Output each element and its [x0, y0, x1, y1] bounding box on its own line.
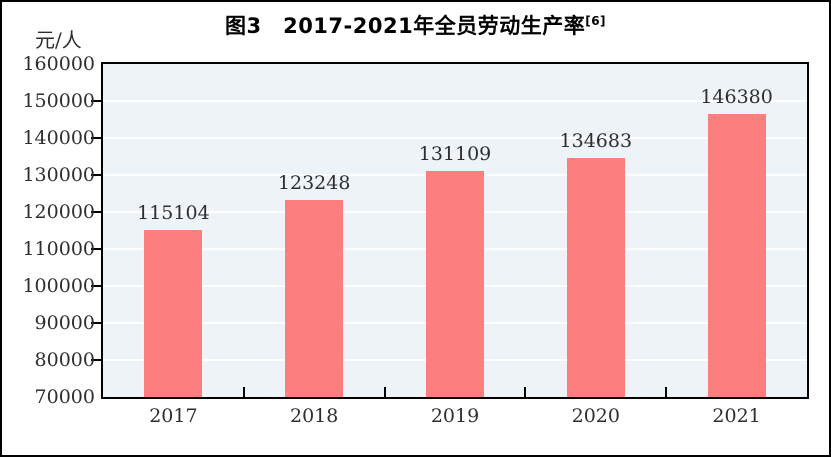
x-axis-category-label: 2018 — [290, 405, 339, 427]
x-axis-tick — [665, 387, 668, 397]
gridline — [103, 100, 807, 102]
y-axis-tick-label: 120000 — [22, 201, 95, 223]
bar-value-label: 115104 — [137, 202, 210, 225]
bar — [707, 114, 766, 397]
y-axis-tick-label: 150000 — [22, 90, 95, 112]
y-axis-tick-label: 140000 — [22, 127, 95, 149]
chart-title: 图3 2017-2021年全员劳动生产率[6] — [2, 10, 829, 40]
y-axis-tick-label: 80000 — [34, 349, 95, 371]
x-axis-tick — [242, 387, 245, 397]
bar — [426, 170, 484, 397]
x-axis-category-label: 2019 — [430, 405, 480, 427]
y-axis-tick — [91, 174, 101, 176]
x-axis-category-label: 2021 — [712, 405, 761, 427]
bar — [144, 230, 203, 397]
plot-area: 115104 123248 131109 134683 146380 — [101, 62, 809, 399]
gridline — [103, 137, 807, 139]
y-axis-tick — [91, 248, 101, 250]
y-axis-tick — [91, 285, 101, 287]
bar-value-label: 146380 — [700, 86, 773, 109]
y-axis-tick-label: 70000 — [34, 386, 95, 408]
bar — [566, 157, 625, 397]
chart-title-text: 图3 2017-2021年全员劳动生产率 — [224, 14, 586, 38]
bar-value-label: 131109 — [418, 142, 492, 165]
bar-value-label: 123248 — [277, 171, 351, 194]
y-axis-tick — [91, 100, 101, 102]
y-axis-tick — [91, 322, 101, 324]
y-axis-tick-label: 100000 — [22, 275, 95, 297]
y-axis-tick-label: 110000 — [22, 238, 95, 260]
y-axis-tick — [91, 137, 101, 139]
bar-value-label: 134683 — [559, 129, 633, 152]
y-axis-tick-label: 90000 — [34, 312, 95, 334]
y-axis-unit-label: 元/人 — [35, 28, 82, 52]
x-axis-category-label: 2017 — [149, 405, 198, 427]
y-axis-tick — [91, 211, 101, 213]
x-axis-tick — [383, 387, 386, 397]
x-axis-category-label: 2020 — [571, 405, 620, 427]
y-axis-tick-label: 130000 — [22, 164, 95, 186]
y-axis-tick-label: 160000 — [22, 53, 95, 75]
footnote-marker: [6] — [585, 14, 607, 28]
bar — [285, 199, 344, 397]
x-axis-tick — [524, 387, 527, 397]
y-axis-tick — [91, 359, 101, 361]
